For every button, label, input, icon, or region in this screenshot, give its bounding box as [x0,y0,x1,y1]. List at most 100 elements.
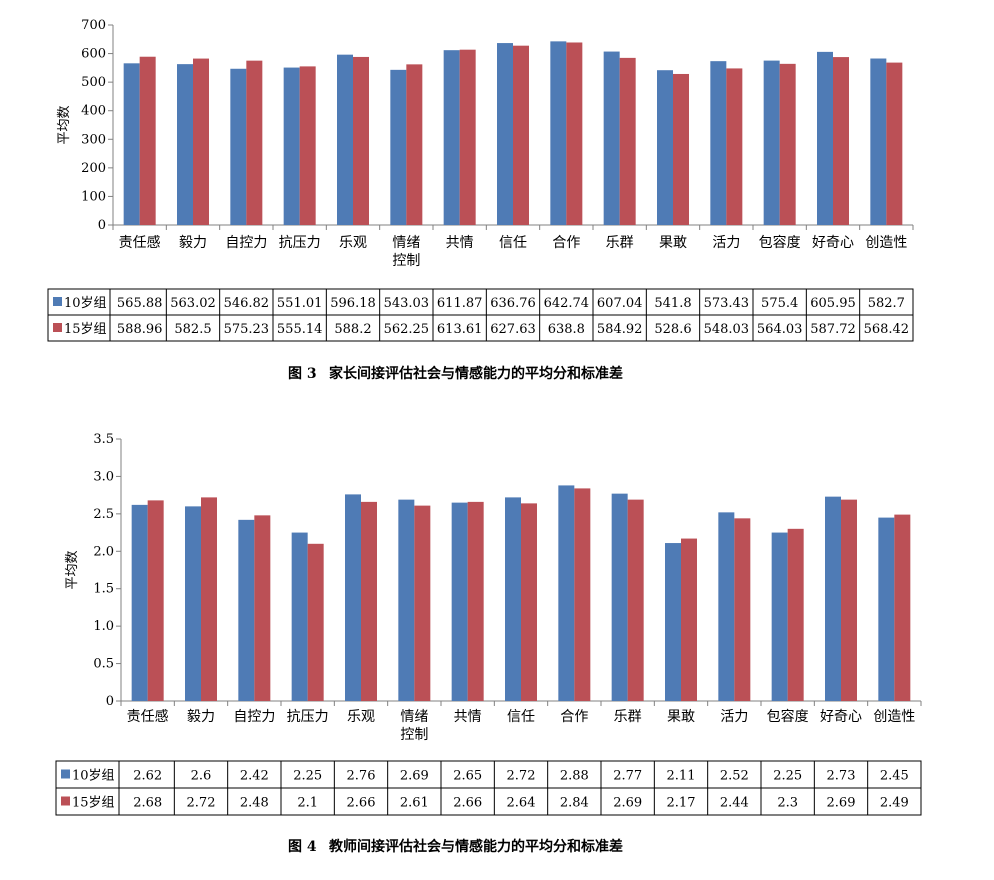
table-cell-value: 587.72 [810,322,856,337]
bar-s15-5 [361,501,377,701]
bar-s15-1 [147,500,164,701]
bar-s10-5 [337,54,353,225]
table-cell-value: 2.76 [347,769,376,784]
figure-caption-title: 教师间接评估社会与情感能力的平均分和标准差 [329,838,623,855]
bar-s15-5 [353,56,369,225]
bar-s10-15 [870,58,887,226]
table-cell-value: 2.6 [191,769,212,784]
table-cell-value: 2.48 [240,796,269,811]
table-cell-value: 2.25 [773,769,802,784]
y-tick-label: 300 [81,132,106,147]
category-label: 自控力 [225,235,267,251]
y-tick-label: 100 [81,189,106,204]
category-label: 果敢 [659,235,687,251]
y-tick-label: 1.0 [93,619,114,634]
bar-s10-5 [345,494,361,701]
bar-s15-9 [566,42,583,225]
bar-s15-14 [833,57,849,225]
table-cell-value: 582.7 [868,296,905,311]
category-label: 包容度 [767,708,809,725]
y-tick-label: 500 [81,75,106,90]
bar-s15-14 [841,499,857,701]
category-label: 毅力 [187,708,215,725]
table-cell-value: 541.8 [654,296,691,311]
bar-s15-13 [779,63,796,225]
category-label: 自控力 [233,709,275,725]
bar-s10-3 [238,519,255,701]
table-cell-value: 2.25 [293,769,322,784]
category-label: 包容度 [759,234,801,251]
bar-s10-2 [185,506,201,701]
table-cell-value: 627.63 [490,322,536,337]
category-label: 创造性 [873,709,915,725]
data-table: 10岁组 565.88 563.02 546.82 551.01 596.18 543.03… [47,288,914,342]
table-cell-value: 588.2 [334,322,371,337]
bar-s15-7 [459,49,476,225]
bar-s15-12 [734,518,751,701]
figure-caption-number: 图 4 [288,839,317,855]
y-tick-label: 0 [106,694,114,709]
table-cell-value: 546.82 [224,296,270,311]
bar-s15-2 [201,497,217,701]
table-cell-value: 611.87 [437,296,483,311]
category-label: 共情 [446,235,474,251]
table-cell-value: 573.43 [704,296,750,311]
table-cell-value: 564.03 [757,322,803,337]
y-axis-title: 平均数 [65,550,80,589]
table-cell-value: 2.61 [400,796,429,811]
category-label: 抗压力 [287,709,329,725]
y-tick-label: 700 [81,18,106,33]
table-cell-value: 2.11 [667,769,696,784]
bar-s10-6 [390,69,407,225]
table-cell-value: 2.65 [453,769,482,784]
bar-s15-6 [414,505,431,701]
y-axis-title: 平均数 [57,105,72,144]
y-tick-label: 2.5 [93,507,114,522]
table-cell-value: 2.3 [777,796,798,811]
category-label: 活力 [720,709,748,725]
table-cell-value: 563.02 [170,296,216,311]
table-cell-value: 2.69 [827,796,856,811]
category-label: 乐群 [614,709,642,725]
y-tick-label: 200 [81,161,106,176]
bar-s15-10 [619,57,636,225]
table-cell-value: 2.66 [453,796,482,811]
bar-s10-7 [443,50,460,226]
category-label: 乐观 [347,709,375,725]
bar-s15-13 [787,528,804,701]
legend-key-s10 [61,769,70,779]
table-cell-value: 528.6 [654,322,691,337]
legend-key-s15 [61,796,70,806]
bar-s10-10 [611,493,628,701]
y-tick-label: 2.0 [93,544,114,559]
table-cell-value: 2.77 [613,769,642,784]
bar-s15-15 [894,514,911,701]
table-cell-value: 638.8 [548,322,585,337]
category-label: 好奇心 [820,708,862,725]
category-label-line2: 控制 [392,253,420,269]
table-cell-value: 2.69 [400,769,429,784]
category-label: 共情 [454,709,482,725]
category-label: 果敢 [667,709,695,725]
table-cell-value: 642.74 [544,296,590,311]
bar-s10-13 [763,60,780,225]
table-cell-value: 2.17 [667,796,696,811]
bar-s15-10 [627,499,644,701]
table-cell-value: 596.18 [330,296,376,311]
bar-s10-15 [878,517,895,701]
bar-s10-2 [177,64,193,225]
bar-s10-13 [771,532,788,701]
table-cell-value: 2.44 [720,796,749,811]
bar-s15-4 [307,543,324,701]
table-cell-value: 2.88 [560,769,589,784]
category-label: 情绪 [400,709,428,725]
category-label: 毅力 [179,234,207,251]
table-cell-value: 2.42 [240,769,269,784]
table-cell-value: 2.1 [297,796,318,811]
bar-s10-9 [558,485,575,701]
table-cell-value: 2.62 [133,769,162,784]
bar-s15-6 [406,64,423,225]
y-tick-label: 0.5 [93,657,114,672]
